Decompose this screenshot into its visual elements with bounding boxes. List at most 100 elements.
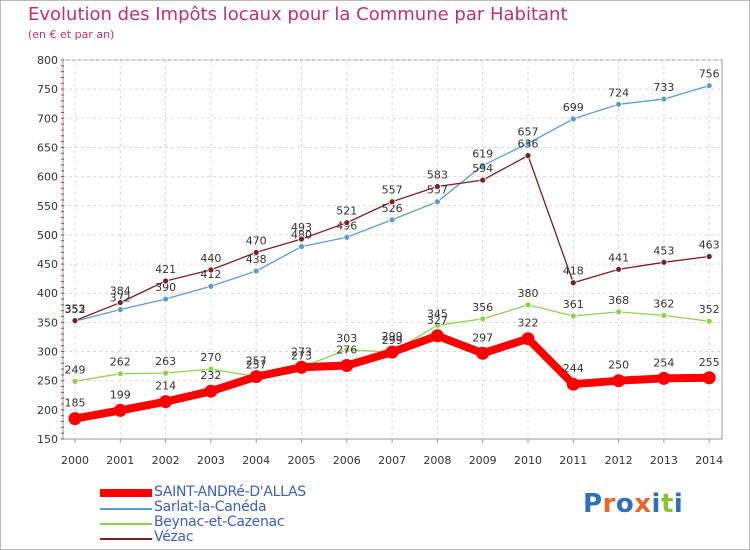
data-label-vezac: 463 (699, 238, 720, 251)
data-label-beynac-et-cazenac: 352 (699, 303, 720, 316)
data-point-beynac-et-cazenac (569, 312, 577, 320)
data-point-sarlat-la-caneda (162, 295, 170, 303)
data-label-saint-andre-d-allas: 250 (608, 359, 629, 372)
data-label-saint-andre-d-allas: 199 (110, 388, 131, 401)
data-point-beynac-et-cazenac (433, 321, 441, 329)
data-point-sarlat-la-caneda (343, 233, 351, 241)
y-tick-label: 600 (37, 171, 58, 184)
data-label-sarlat-la-caneda: 372 (110, 292, 131, 305)
legend-label-sarlat: Sarlat-la-Canéda (154, 499, 267, 515)
data-label-sarlat-la-caneda: 352 (65, 303, 86, 316)
x-tick-label: 2000 (61, 454, 89, 467)
data-label-saint-andre-d-allas: 327 (427, 314, 448, 327)
y-tick-label: 450 (37, 258, 58, 271)
data-label-sarlat-la-caneda: 657 (518, 125, 539, 138)
data-point-saint-andre-d-allas (385, 345, 399, 359)
logo-letter: r (602, 489, 616, 519)
proxiti-logo: Proxiti (583, 489, 683, 519)
x-tick-label: 2006 (333, 454, 361, 467)
data-label-saint-andre-d-allas: 276 (336, 344, 357, 357)
data-label-vezac: 594 (472, 162, 493, 175)
data-point-vezac (207, 266, 215, 274)
data-point-vezac (615, 265, 622, 273)
data-point-sarlat-la-caneda (298, 243, 305, 250)
x-tick-label: 2013 (650, 454, 678, 467)
data-point-sarlat-la-caneda (705, 82, 713, 90)
data-point-vezac (343, 219, 351, 227)
data-point-saint-andre-d-allas (68, 412, 82, 426)
data-point-saint-andre-d-allas (159, 395, 173, 409)
data-point-beynac-et-cazenac (705, 317, 713, 325)
data-point-vezac (479, 176, 487, 184)
y-tick-label: 550 (37, 200, 58, 213)
data-label-sarlat-la-caneda: 438 (246, 253, 267, 266)
data-point-saint-andre-d-allas (702, 371, 716, 385)
data-label-beynac-et-cazenac: 299 (382, 334, 403, 347)
data-label-vezac: 521 (336, 205, 357, 218)
data-point-vezac (433, 183, 441, 190)
y-tick-label: 250 (37, 375, 58, 388)
data-label-beynac-et-cazenac: 362 (653, 297, 674, 310)
legend-swatch-vezac (100, 538, 152, 540)
x-tick-label: 2003 (197, 454, 225, 467)
chart-title: Evolution des Impôts locaux pour la Comm… (28, 4, 568, 25)
data-label-saint-andre-d-allas: 297 (472, 331, 493, 344)
data-point-beynac-et-cazenac (524, 301, 532, 309)
x-tick-label: 2014 (695, 454, 723, 467)
data-point-vezac (252, 249, 260, 256)
data-label-vezac: 453 (653, 244, 674, 257)
data-label-beynac-et-cazenac: 273 (291, 349, 312, 362)
chart-subtitle: (en € et par an) (28, 28, 115, 41)
data-label-saint-andre-d-allas: 244 (563, 362, 584, 375)
data-label-vezac: 636 (518, 138, 539, 151)
data-label-beynac-et-cazenac: 263 (155, 355, 176, 368)
data-label-saint-andre-d-allas: 185 (65, 397, 86, 410)
x-tick-label: 2004 (242, 454, 270, 467)
x-tick-label: 2010 (514, 454, 542, 467)
data-label-saint-andre-d-allas: 322 (518, 317, 539, 330)
data-label-sarlat-la-caneda: 480 (291, 229, 312, 242)
data-label-beynac-et-cazenac: 257 (246, 359, 267, 372)
y-tick-label: 500 (37, 229, 58, 242)
data-point-saint-andre-d-allas (657, 371, 671, 385)
data-point-beynac-et-cazenac (343, 346, 351, 354)
logo-letter: t (660, 489, 674, 519)
data-label-beynac-et-cazenac: 262 (110, 356, 131, 369)
data-label-vezac: 418 (563, 265, 584, 278)
data-point-beynac-et-cazenac (479, 315, 487, 323)
data-point-beynac-et-cazenac (207, 365, 215, 373)
data-point-sarlat-la-caneda (660, 95, 668, 103)
y-tick-label: 350 (37, 316, 58, 329)
x-tick-label: 2012 (605, 454, 633, 467)
data-point-sarlat-la-caneda (569, 115, 577, 123)
logo-letter: i (673, 489, 684, 519)
data-label-vezac: 440 (200, 252, 221, 265)
x-tick-label: 2011 (559, 454, 587, 467)
x-tick-label: 2005 (288, 454, 316, 467)
data-point-beynac-et-cazenac (660, 311, 668, 319)
data-label-vezac: 493 (291, 221, 312, 234)
data-label-vezac: 421 (155, 263, 176, 276)
legend-label-saint-andre: SAINT-ANDRé-D'ALLAS (154, 484, 306, 500)
y-tick-label: 750 (37, 83, 58, 96)
data-label-beynac-et-cazenac: 361 (563, 298, 584, 311)
data-label-sarlat-la-caneda: 390 (155, 281, 176, 294)
data-label-beynac-et-cazenac: 270 (200, 351, 221, 364)
data-point-saint-andre-d-allas (204, 384, 218, 398)
data-label-vezac: 353 (65, 303, 86, 316)
data-label-saint-andre-d-allas: 255 (699, 356, 720, 369)
logo-letter: i (651, 489, 661, 519)
data-label-beynac-et-cazenac: 303 (336, 332, 357, 345)
y-tick-label: 700 (37, 112, 58, 125)
data-point-sarlat-la-caneda (388, 216, 396, 224)
legend-label-vezac: Vézac (154, 529, 194, 545)
data-label-vezac: 441 (608, 251, 629, 264)
y-tick-label: 300 (37, 346, 58, 359)
data-label-saint-andre-d-allas: 257 (246, 355, 267, 368)
data-label-beynac-et-cazenac: 380 (518, 287, 539, 300)
logo-letter: x (634, 489, 652, 519)
data-point-beynac-et-cazenac (71, 377, 79, 385)
data-point-saint-andre-d-allas (295, 360, 308, 374)
data-label-saint-andre-d-allas: 254 (653, 356, 674, 369)
